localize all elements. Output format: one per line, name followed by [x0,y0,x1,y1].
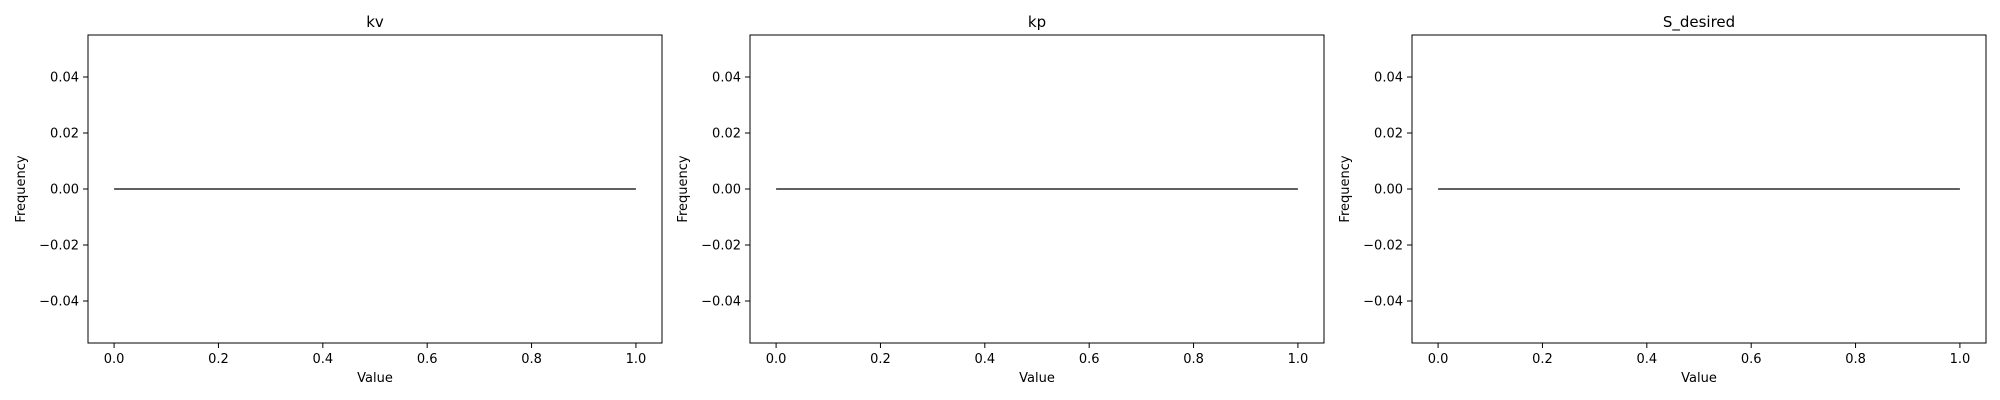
chart-panel-3: S_desired 0.0 0.2 0.4 0.6 0.8 1.0 0.04 0.02 0.00 −… [1338,13,1987,386]
y-tick-label: 0.00 [50,183,79,198]
y-tick-label: 0.00 [1374,183,1403,198]
x-tick-label: 1.0 [1950,352,1971,367]
y-tick-label: −0.02 [701,239,741,254]
x-tick-label: 0.8 [521,352,542,367]
chart-title: kp [1028,13,1046,31]
x-tick-label: 0.0 [1428,352,1449,367]
y-tick-label: −0.02 [39,239,79,254]
y-tick-label: 0.02 [712,127,741,142]
y-tick-label: −0.02 [1363,239,1403,254]
x-tick-label: 0.8 [1183,352,1204,367]
x-tick-label: 0.4 [974,352,995,367]
y-axis-label: Frequency [676,155,691,222]
y-axis-label: Frequency [14,155,29,222]
x-tick-label: 0.2 [1532,352,1553,367]
y-tick-label: 0.04 [712,71,741,86]
x-tick-label: 0.6 [1741,352,1762,367]
y-tick-label: 0.02 [50,127,79,142]
x-tick-label: 1.0 [626,352,647,367]
x-tick-label: 0.6 [1079,352,1100,367]
chart-panel-2: kp 0.0 0.2 0.4 0.6 0.8 1.0 0.04 0.02 0.00 −0.02 −0.… [676,13,1325,386]
chart-title: kv [366,13,384,31]
x-axis-label: Value [357,371,393,386]
y-tick-label: 0.04 [50,71,79,86]
y-tick-label: −0.04 [1363,295,1403,310]
chart-panel-1: kv 0.0 0.2 0.4 0.6 0.8 1.0 0.04 0.02 0.00 −0.02 −0.… [14,13,663,386]
x-axis-label: Value [1681,371,1717,386]
x-tick-label: 0.4 [1636,352,1657,367]
y-tick-label: −0.04 [39,295,79,310]
y-tick-label: 0.00 [712,183,741,198]
x-axis-label: Value [1019,371,1055,386]
y-tick-label: 0.04 [1374,71,1403,86]
x-tick-label: 0.0 [766,352,787,367]
x-tick-label: 0.0 [104,352,125,367]
x-tick-label: 0.8 [1845,352,1866,367]
x-tick-label: 0.4 [312,352,333,367]
x-tick-label: 1.0 [1288,352,1309,367]
chart-title: S_desired [1663,13,1735,32]
y-axis-label: Frequency [1338,155,1353,222]
y-tick-label: −0.04 [701,295,741,310]
x-tick-label: 0.6 [417,352,438,367]
x-tick-label: 0.2 [208,352,229,367]
x-tick-label: 0.2 [870,352,891,367]
y-tick-label: 0.02 [1374,127,1403,142]
